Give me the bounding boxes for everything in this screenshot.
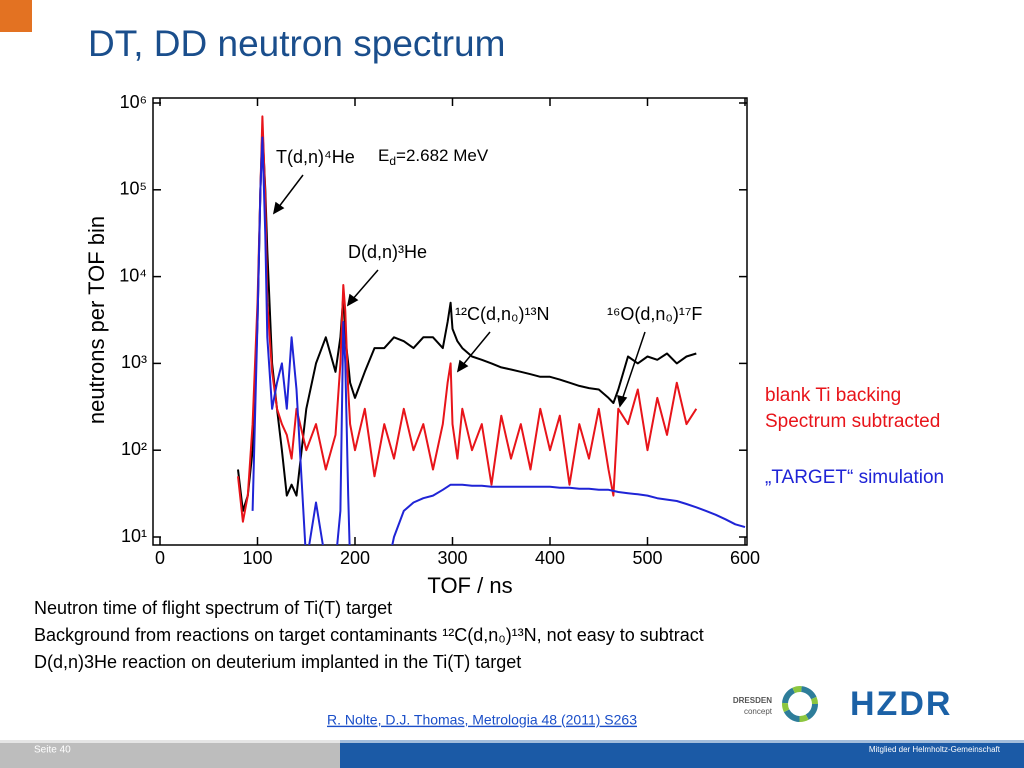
y-tick-label: 10¹ [121,526,147,546]
x-tick-label: 0 [155,548,165,568]
corner-mark [0,0,32,32]
annotation: T(d,n)⁴He [276,147,355,167]
arrow [277,174,304,209]
bullet: D(d,n)3He reaction on deuterium implante… [34,652,521,672]
arrow [621,331,646,401]
logo-ring [782,686,818,722]
series-line [237,128,697,512]
reference-link[interactable]: R. Nolte, D.J. Thomas, Metrologia 48 (20… [327,712,637,728]
plot-frame [152,97,748,546]
footer-left [0,740,340,768]
x-tick-label: 400 [535,548,565,568]
x-tick-label: 300 [437,548,467,568]
x-tick-label: 600 [730,548,760,568]
x-tick-label: 200 [340,548,370,568]
annotation: D(d,n)³He [348,242,427,262]
x-axis-label: TOF / ns [427,573,512,598]
energy-label: Ed=2.682 MeV [378,146,489,168]
hzdr-logo: HZDR [850,685,952,723]
bullet: Neutron time of flight spectrum of Ti(T)… [34,598,392,618]
arrowhead [617,394,628,408]
energy-symbol: E [378,146,389,165]
y-tick-label: 10⁵ [120,179,147,199]
slide-title: DT, DD neutron spectrum [88,23,505,64]
footer-right [340,740,1024,768]
y-tick-label: 10³ [121,352,147,372]
axes: 0 100 200 300 400 500 600 10¹ 10² 10³ 10⁴ 10⁵ 10⁶ [119,92,760,568]
dresden-logo [782,686,818,722]
legend-entry: „TARGET“ simulation [765,467,945,488]
arrow [461,331,491,367]
annotation: ¹²C(d,n₀)¹³N [455,304,549,324]
logo-text: concept [744,707,773,716]
legend-entry: blank Ti backing Spectrum subtracted [765,385,941,432]
y-tick-label: 10² [121,439,147,459]
y-axis-label: neutrons per TOF bin [84,216,109,424]
x-tick-label: 100 [242,548,272,568]
arrow [351,269,379,301]
energy-value: =2.682 MeV [396,146,489,165]
annotation: ¹⁶O(d,n₀)¹⁷F [607,304,702,324]
series-line [237,115,698,523]
arrowhead [456,359,469,373]
y-tick-label: 10⁴ [119,265,147,285]
footer-line [0,740,1024,743]
x-tick-label: 500 [632,548,662,568]
y-tick-label: 10⁶ [120,92,147,112]
footer-member: Mitglied der Helmholtz-Gemeinschaft [869,745,1001,754]
arrowhead [272,201,285,215]
plot-area [237,115,746,545]
logo-ring [782,686,818,722]
page-number: Seite 40 [34,745,71,756]
series-line [251,136,746,545]
arrows [272,174,646,408]
energy-subscript: d [389,154,396,168]
logo-text: DRESDEN [733,696,772,705]
arrowhead [346,293,359,307]
bullet: Background from reactions on target cont… [34,625,704,645]
